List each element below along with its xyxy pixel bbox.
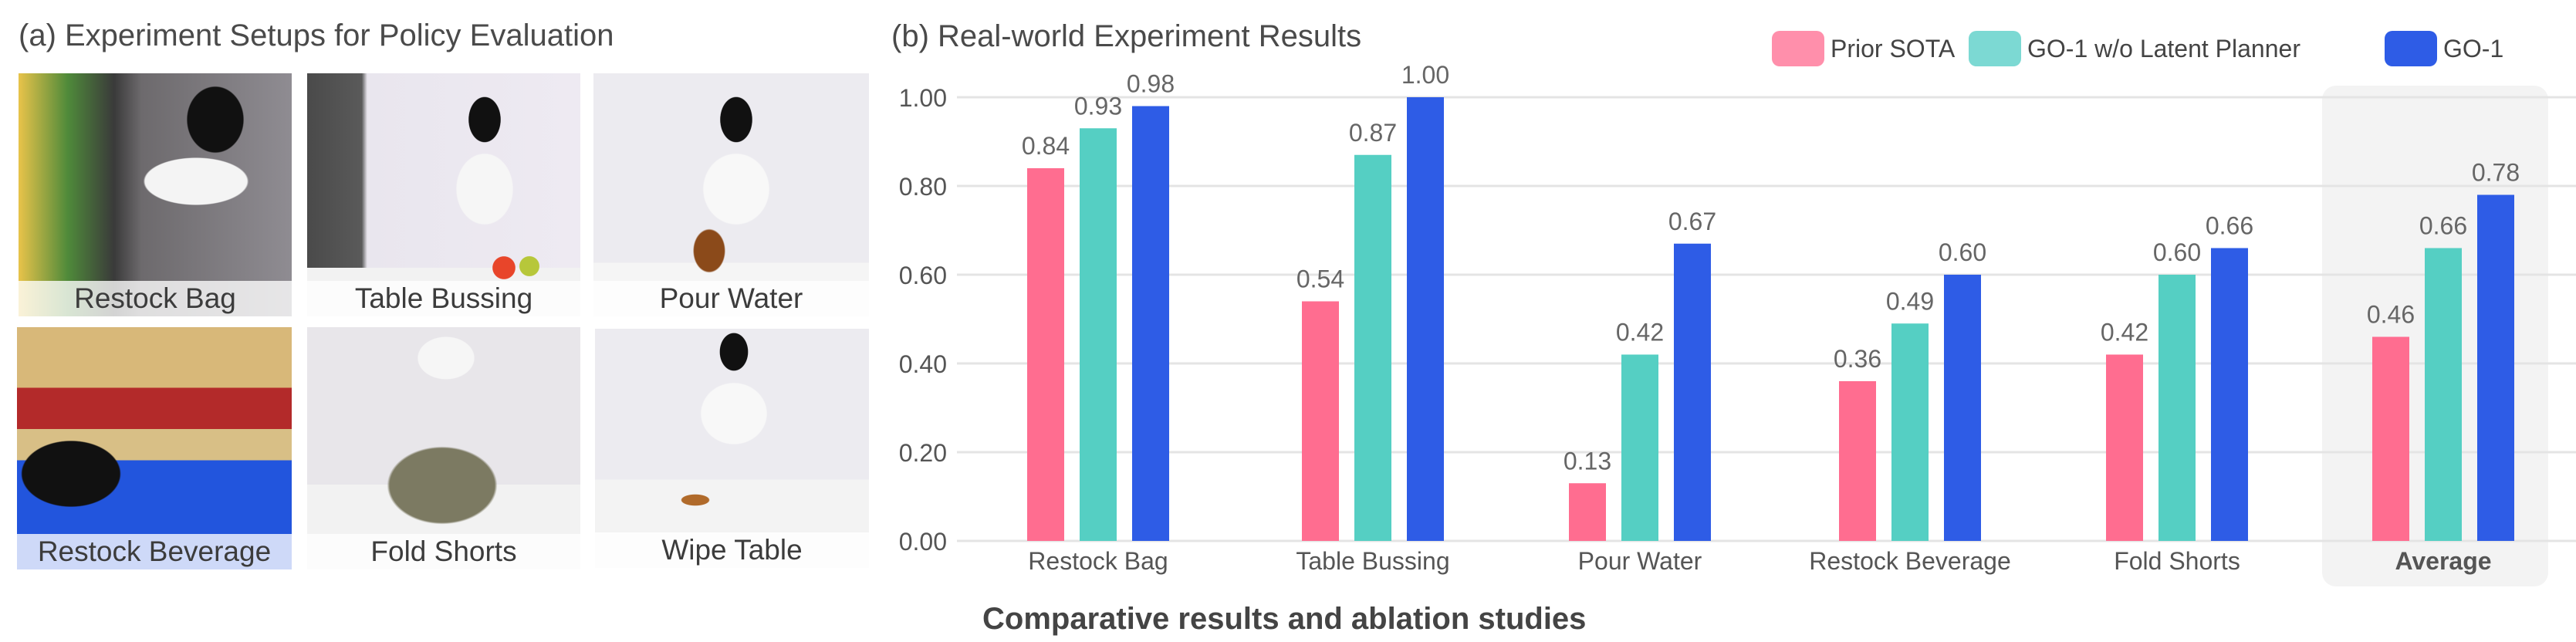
data-label: 0.60: [2153, 238, 2201, 266]
bar: [2211, 248, 2248, 541]
data-label: 0.84: [1022, 132, 1070, 160]
data-label: 0.66: [2206, 212, 2253, 240]
legend-swatch: [1772, 31, 1824, 66]
bar: [1674, 243, 1711, 541]
legend-label: Prior SOTA: [1831, 34, 1956, 63]
data-label: 0.54: [1296, 265, 1344, 293]
x-tick-label: Fold Shorts: [2114, 547, 2240, 575]
x-tick-label: Restock Beverage: [1809, 547, 2010, 575]
photo-label: Restock Beverage: [37, 536, 272, 567]
data-label: 0.87: [1349, 119, 1397, 147]
x-tick-label: Average: [2395, 547, 2491, 575]
bar: [1080, 128, 1117, 541]
photo-label: Fold Shorts: [370, 536, 517, 567]
bar: [1354, 154, 1391, 541]
data-label: 0.42: [2101, 319, 2148, 346]
legend-label: GO-1: [2443, 34, 2504, 63]
data-label: 0.60: [1939, 238, 1986, 266]
data-label: 0.66: [2419, 212, 2467, 240]
photo-label: Restock Bag: [74, 282, 236, 314]
data-label: 0.67: [1668, 208, 1716, 235]
y-tick-label: 0.80: [899, 173, 947, 201]
bar: [1569, 483, 1606, 541]
data-label: 0.46: [2367, 301, 2415, 329]
legend-prior-sota: Prior SOTA: [1772, 31, 1955, 66]
bar: [1839, 381, 1876, 541]
bar: [2477, 194, 2514, 541]
y-tick-label: 1.00: [899, 84, 947, 112]
y-tick-label: 0.00: [899, 528, 947, 556]
y-tick-label: 0.20: [899, 439, 947, 467]
photo-fold-shorts: Fold Shorts: [307, 327, 580, 569]
bar: [2158, 275, 2196, 541]
bar: [1132, 106, 1169, 541]
photo-wipe-table: Wipe Table: [595, 329, 869, 568]
legend-go1-no-planner: GO-1 w/o Latent Planner: [1969, 31, 2300, 66]
chart-title: (b) Real-world Experiment Results: [891, 19, 1361, 53]
panel-a-title: (a) Experiment Setups for Policy Evaluat…: [19, 19, 614, 52]
data-label: 0.78: [2472, 159, 2520, 187]
data-label: 0.98: [1127, 70, 1175, 98]
legend-label: GO-1 w/o Latent Planner: [2027, 34, 2300, 63]
bar: [1621, 354, 1658, 541]
bar: [1027, 168, 1064, 541]
photo-label: Pour Water: [659, 282, 803, 314]
figure-caption: Comparative results and ablation studies: [982, 602, 1587, 636]
photo-pour-water: Pour Water: [593, 73, 869, 316]
bar: [2372, 336, 2409, 541]
legend-swatch: [1969, 31, 2021, 66]
bar: [1302, 301, 1339, 541]
x-tick-label: Table Bussing: [1296, 547, 1449, 575]
data-label: 0.36: [1834, 345, 1881, 373]
x-tick-label: Pour Water: [1578, 547, 1702, 575]
bar: [1407, 97, 1444, 541]
bar: [2425, 248, 2462, 541]
bar: [1891, 323, 1929, 541]
data-label: 1.00: [1401, 61, 1449, 89]
bar: [1944, 275, 1981, 541]
data-label: 0.93: [1074, 92, 1122, 120]
photo-label: Wipe Table: [661, 534, 803, 566]
data-label: 0.42: [1616, 319, 1664, 346]
legend-go1: GO-1: [2385, 31, 2503, 66]
photo-table-bussing: Table Bussing: [307, 73, 580, 316]
legend-swatch: [2385, 31, 2437, 66]
photo-label: Table Bussing: [354, 282, 533, 314]
data-label: 0.49: [1886, 287, 1934, 315]
y-tick-label: 0.40: [899, 350, 947, 378]
x-tick-label: Restock Bag: [1028, 547, 1168, 575]
bar: [2106, 354, 2143, 541]
photo-restock-beverage: Restock Beverage: [17, 327, 292, 569]
data-label: 0.13: [1564, 447, 1611, 475]
y-tick-label: 0.60: [899, 262, 947, 289]
photo-restock-bag: Restock Bag: [19, 73, 292, 316]
